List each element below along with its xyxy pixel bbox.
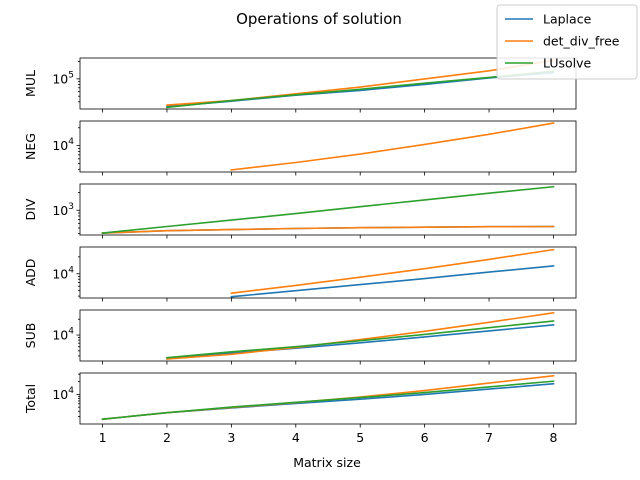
legend: Laplace det_div_free LUsolve: [496, 4, 638, 80]
series-line-lusolve-div: [101, 185, 555, 234]
subplot-mul: 105 MUL: [23, 57, 577, 113]
subplot-total: 104 Total: [23, 372, 577, 428]
legend-label-laplace: Laplace: [543, 12, 592, 27]
subplot-panels: 105 MUL 104 NEG 103 DIV 104 ADD 104 SUB 104 Total 1 2…: [23, 57, 577, 445]
y-tick-label: 105: [52, 70, 74, 86]
y-axis-label-div: DIV: [23, 198, 38, 220]
y-tick-label: 104: [52, 386, 74, 402]
series-line-laplace-sub: [166, 324, 555, 360]
x-tick-label: 3: [227, 430, 235, 445]
x-tick-label: 2: [163, 430, 171, 445]
subplot-sub: 104 SUB: [23, 309, 577, 365]
y-axis-label-mul: MUL: [23, 70, 38, 97]
y-tick-label: 104: [52, 265, 74, 281]
x-tick-label: 8: [549, 430, 557, 445]
series-line-laplace-add: [230, 265, 555, 298]
subplot-add: 104 ADD: [23, 246, 577, 302]
series-line-lusolve-mul: [166, 70, 555, 109]
series-line-det-div-free-mul: [166, 59, 555, 106]
axes-frame: [79, 372, 577, 425]
y-axis-label-sub: SUB: [23, 323, 38, 349]
y-axis-label-add: ADD: [23, 259, 38, 287]
x-tick-label: 6: [421, 430, 429, 445]
axes-frame: [79, 309, 577, 362]
x-tick-label: 4: [292, 430, 300, 445]
series-line-det-div-free-div: [101, 225, 555, 234]
legend-label-det-div-free: det_div_free: [543, 34, 620, 49]
x-tick-label: 1: [99, 430, 107, 445]
series-line-det-div-free-neg: [230, 122, 555, 171]
series-line-lusolve-sub: [166, 320, 555, 359]
x-axis-label: Matrix size: [293, 455, 361, 470]
subplot-neg: 104 NEG: [23, 120, 577, 176]
subplot-div: 103 DIV: [23, 183, 577, 239]
chart-title: Operations of solution: [236, 10, 402, 28]
series-line-det-div-free-sub: [166, 311, 555, 360]
y-axis-label-total: Total: [23, 384, 38, 414]
legend-box: [496, 4, 638, 80]
y-axis-label-neg: NEG: [23, 133, 38, 160]
x-tick-label: 5: [356, 430, 364, 445]
y-tick-label: 103: [52, 202, 74, 218]
series-line-lusolve-total: [101, 380, 555, 421]
series-line-det-div-free-add: [230, 248, 555, 295]
legend-label-lusolve: LUsolve: [543, 56, 592, 71]
series-line-laplace-total: [101, 382, 555, 421]
y-tick-label: 104: [52, 327, 74, 343]
y-tick-label: 104: [52, 137, 74, 153]
x-tick-label: 7: [485, 430, 493, 445]
axes-frame: [79, 57, 577, 110]
axes-frame: [79, 246, 577, 299]
axes-frame: [79, 183, 577, 236]
axes-frame: [79, 120, 577, 173]
